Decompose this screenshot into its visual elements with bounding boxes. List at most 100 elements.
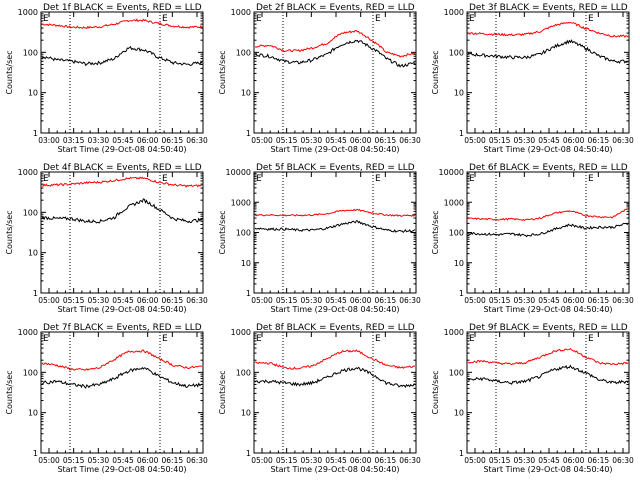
y-tick-label: 1 [459, 289, 464, 298]
x-tick-label: 06:15 [588, 136, 610, 145]
y-tick-label: 100 [449, 229, 464, 238]
axes-box [466, 331, 630, 454]
y-axis-label: Counts/sec [5, 370, 14, 414]
x-axis-label: Start Time (29-Oct-08 04:50:40) [483, 145, 612, 154]
series-events-line [467, 364, 629, 386]
x-tick-label: 05:15 [276, 296, 298, 305]
x-tick-label: 06:00 [350, 456, 372, 465]
series-events-line [41, 198, 203, 224]
y-tick-label: 1000 [444, 198, 464, 207]
y-tick-label: 10 [28, 89, 38, 98]
y-tick-label: 10 [454, 259, 464, 268]
x-tick-label: 06:30 [399, 136, 421, 145]
y-tick-label: 10000 [439, 168, 464, 177]
x-tick-label: 05:15 [63, 296, 85, 305]
x-tick-label: 05:15 [276, 456, 298, 465]
x-tick-label: 06:00 [350, 136, 372, 145]
series-events-line [467, 39, 629, 64]
y-axis-label: Counts/sec [431, 370, 440, 414]
x-axis-label: Start Time (29-Oct-08 04:50:40) [270, 465, 399, 474]
x-tick-label: 06:00 [563, 136, 585, 145]
y-tick-label: 1 [246, 449, 251, 458]
y-tick-label: 1000 [18, 328, 38, 337]
panel-title: Det 8f BLACK = Events, RED = LLD [256, 323, 415, 333]
marker-label-right: E [588, 334, 594, 344]
x-tick-label: 06:30 [186, 456, 208, 465]
series-events-line [41, 366, 203, 389]
x-tick-label: 05:45 [538, 296, 560, 305]
y-axis-label: Counts/sec [5, 50, 14, 94]
x-tick-label: 05:45 [325, 136, 347, 145]
panel-5: Det 5f BLACK = Events, RED = LLD 1 10 100 10… [218, 163, 421, 314]
series-events-line [467, 222, 628, 238]
x-tick-label: 05:15 [63, 456, 85, 465]
series-events-line [41, 45, 203, 67]
marker-label-left: E [43, 174, 49, 184]
x-tick-label: 05:45 [325, 296, 347, 305]
panel-title: Det 9f BLACK = Events, RED = LLD [469, 323, 628, 333]
y-axis-label: Counts/sec [218, 210, 227, 254]
y-tick-label: 10000 [226, 168, 251, 177]
marker-label-left: E [256, 174, 262, 184]
x-tick-label: 05:30 [514, 456, 536, 465]
x-tick-label: 06:00 [350, 296, 372, 305]
y-tick-label: 1 [459, 129, 464, 138]
x-tick-label: 06:00 [137, 296, 159, 305]
y-axis-label: Counts/sec [218, 50, 227, 94]
x-tick-label: 05:30 [88, 456, 110, 465]
y-axis-label: Counts/sec [431, 210, 440, 254]
x-tick-label: 05:00 [251, 456, 273, 465]
series-lld-line [41, 18, 203, 30]
x-tick-label: 06:30 [612, 296, 634, 305]
x-tick-label: 06:15 [375, 456, 397, 465]
y-tick-label: 10 [241, 259, 251, 268]
panel-3: Det 3f BLACK = Events, RED = LLD 1 10 100 10… [431, 3, 634, 154]
x-tick-label: 06:15 [375, 296, 397, 305]
y-tick-label: 10 [241, 89, 251, 98]
x-tick-label: 05:45 [112, 296, 134, 305]
x-tick-label: 06:30 [186, 136, 208, 145]
y-tick-label: 100 [449, 368, 464, 377]
y-tick-label: 1000 [444, 8, 464, 17]
axes-box [40, 331, 204, 454]
series-lld-line [254, 208, 416, 217]
y-tick-label: 1 [246, 129, 251, 138]
x-tick-label: 05:45 [112, 136, 134, 145]
panel-title: Det 2f BLACK = Events, RED = LLD [256, 3, 415, 13]
x-tick-label: 05:45 [325, 456, 347, 465]
y-tick-label: 100 [23, 48, 38, 57]
axes-box [40, 11, 204, 134]
x-tick-label: 05:00 [38, 456, 60, 465]
x-tick-label: 05:45 [538, 456, 560, 465]
x-tick-label: 06:30 [399, 296, 421, 305]
x-tick-label: 06:15 [588, 296, 610, 305]
x-tick-label: 05:30 [301, 456, 323, 465]
panel-4: Det 4f BLACK = Events, RED = LLD 1 10 100 10… [5, 163, 208, 314]
y-axis-label: Counts/sec [431, 50, 440, 94]
panel-title: Det 4f BLACK = Events, RED = LLD [43, 163, 202, 173]
y-tick-label: 10 [454, 89, 464, 98]
x-tick-label: 05:15 [489, 136, 511, 145]
x-tick-label: 05:45 [112, 456, 134, 465]
marker-label-right: E [375, 334, 381, 344]
x-tick-label: 05:00 [38, 296, 60, 305]
x-tick-label: 05:15 [489, 456, 511, 465]
y-tick-label: 1000 [18, 168, 38, 177]
x-tick-label: 03:00 [38, 136, 60, 145]
axes-box [466, 11, 630, 134]
panel-1: Det 1f BLACK = Events, RED = LLD 1 10 100 10… [5, 3, 208, 154]
marker-label-left: E [43, 14, 49, 24]
x-tick-label: 06:30 [186, 296, 208, 305]
x-axis-label: Start Time (29-Oct-08 04:50:40) [57, 145, 186, 154]
y-tick-label: 1 [33, 449, 38, 458]
x-tick-label: 05:30 [514, 136, 536, 145]
y-tick-label: 100 [449, 48, 464, 57]
x-tick-label: 05:00 [251, 136, 273, 145]
marker-label-right: E [162, 174, 168, 184]
x-tick-label: 06:15 [588, 456, 610, 465]
x-tick-label: 05:15 [489, 296, 511, 305]
marker-label-left: E [469, 174, 475, 184]
y-tick-label: 10 [454, 409, 464, 418]
panel-7: Det 7f BLACK = Events, RED = LLD 1 10 100 10… [5, 323, 208, 474]
